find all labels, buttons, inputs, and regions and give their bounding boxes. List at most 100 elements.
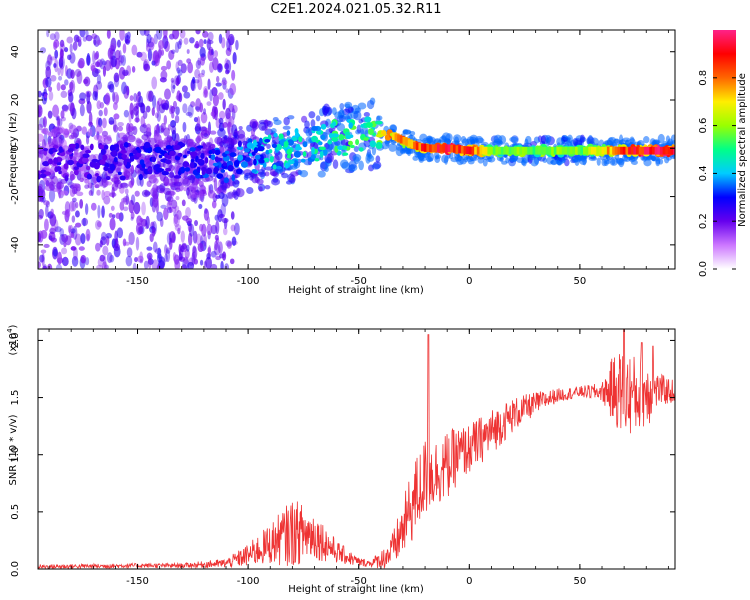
- spectrogram-cell: [353, 156, 360, 165]
- spectrogram-cell: [340, 139, 350, 146]
- spectrogram-band-cell: [662, 146, 668, 155]
- spectrogram-band-cell: [506, 146, 512, 155]
- spectrogram-cell: [99, 159, 106, 165]
- spectrogram-cell: [561, 157, 566, 163]
- spectrogram-cell: [197, 73, 205, 78]
- spectrogram-band-cell: [588, 146, 594, 155]
- spectrogram-cell: [256, 178, 264, 185]
- spectrogram-cell: [181, 85, 188, 93]
- spectrogram-cell: [199, 102, 204, 113]
- spectrogram-cell: [189, 161, 195, 169]
- spectrogram-cell: [44, 177, 53, 186]
- spectrogram-cell: [175, 195, 180, 201]
- spectrogram-cell: [244, 157, 251, 162]
- spectrogram-cell: [98, 176, 102, 180]
- spectrogram-cell: [653, 139, 661, 145]
- spectrogram-cell: [167, 190, 176, 196]
- spectrogram-cell: [220, 202, 227, 217]
- spectrogram-band-cell: [503, 146, 509, 155]
- spectrogram-cell: [115, 166, 122, 174]
- spectrogram-band-cell: [585, 146, 591, 155]
- spectrogram-cell: [356, 124, 362, 134]
- spectrogram-band-cell: [431, 144, 437, 153]
- y-tick-label: 1.0: [10, 447, 21, 463]
- spectrogram-band-cell: [575, 146, 581, 155]
- spectrogram-cell: [91, 33, 97, 40]
- spectrogram-cell: [251, 169, 257, 174]
- spectrogram-cell: [56, 82, 61, 92]
- spectrogram-cell: [47, 110, 53, 119]
- spectrogram-cell: [293, 159, 299, 167]
- spectrogram-cell: [143, 63, 151, 72]
- spectrogram-cell: [79, 104, 85, 117]
- spectrogram-cell: [106, 30, 111, 39]
- spectrogram-cell: [271, 143, 278, 149]
- spectrogram-cell: [49, 213, 57, 227]
- spectrogram-cell: [195, 59, 202, 70]
- spectrogram-cell: [196, 145, 204, 149]
- spectrogram-band-cell: [529, 146, 535, 155]
- spectrogram-cell: [258, 159, 265, 164]
- spectrogram-cell: [629, 136, 635, 145]
- spectrogram-cell: [613, 138, 620, 144]
- spectrogram-cell: [38, 261, 41, 269]
- spectrogram-cell: [271, 178, 281, 186]
- spectrogram-cell: [357, 102, 367, 110]
- spectrogram-cell: [176, 67, 181, 74]
- spectrogram-cell: [55, 132, 62, 139]
- spectrogram-cell: [174, 205, 180, 214]
- spectrogram-cell: [348, 122, 354, 129]
- spectrogram-cell: [544, 134, 552, 143]
- spectrogram-panel: -150 -100 -50 0 50 -40 -20 0 20 40 Height of str…: [8, 29, 676, 296]
- spectrogram-cell: [90, 202, 97, 211]
- colorbar-tick-label: 0.8: [698, 70, 709, 86]
- spectrogram-cell: [304, 120, 310, 129]
- spectrogram-cell: [98, 117, 103, 128]
- spectrogram-cell: [124, 34, 131, 46]
- spectrogram-cell: [257, 171, 267, 177]
- spectrogram-cell: [60, 190, 69, 196]
- spectrogram-cell: [210, 154, 216, 161]
- spectrogram-cell: [38, 90, 42, 98]
- spectrogram-cell: [366, 99, 375, 110]
- spectrogram-cell: [315, 115, 321, 122]
- spectrogram-cell: [72, 41, 78, 51]
- spectrogram-cell: [332, 121, 336, 127]
- spectrogram-cell: [643, 136, 650, 144]
- spectrogram-cell: [225, 240, 233, 247]
- spectrogram-cell: [93, 39, 97, 46]
- spectrogram-cell: [74, 233, 82, 246]
- spectrogram-cell: [123, 109, 130, 118]
- spectrogram-cell: [71, 255, 79, 267]
- spectrogram-cell: [520, 159, 526, 166]
- spectrogram-cell: [43, 243, 50, 249]
- spectrogram-cell: [147, 258, 154, 265]
- spectrogram-cell: [556, 137, 564, 147]
- spectrogram-cell: [206, 223, 213, 236]
- spectrogram-cell: [231, 174, 236, 182]
- spectrogram-cell: [371, 163, 381, 170]
- spectrogram-cell: [40, 154, 48, 164]
- spectrogram-cell: [38, 104, 43, 118]
- spectrogram-cell: [342, 152, 349, 156]
- spectrogram-cell: [223, 227, 228, 236]
- spectrogram-cell: [195, 40, 200, 49]
- spectrogram-cell: [170, 80, 176, 94]
- spectrogram-cell: [182, 121, 187, 133]
- spectrogram-cell: [129, 102, 134, 116]
- spectrogram-cell: [294, 128, 299, 134]
- spectrogram-cell: [208, 158, 214, 166]
- spectrogram-cell: [96, 221, 102, 228]
- spectrogram-cell: [146, 34, 152, 44]
- spectrogram-cell: [122, 43, 127, 54]
- spectrogram-cell: [45, 76, 52, 88]
- spectrogram-cell: [92, 90, 98, 101]
- spectrogram-cell: [43, 147, 49, 152]
- spectrogram-band-cell: [622, 146, 628, 155]
- spectrogram-cell: [320, 123, 327, 130]
- spectrogram-cell: [96, 80, 103, 90]
- spectrogram-cell: [157, 48, 162, 59]
- spectrogram-cell: [206, 216, 211, 225]
- spectrogram-cell: [225, 88, 229, 93]
- spectrogram-cell: [268, 149, 273, 154]
